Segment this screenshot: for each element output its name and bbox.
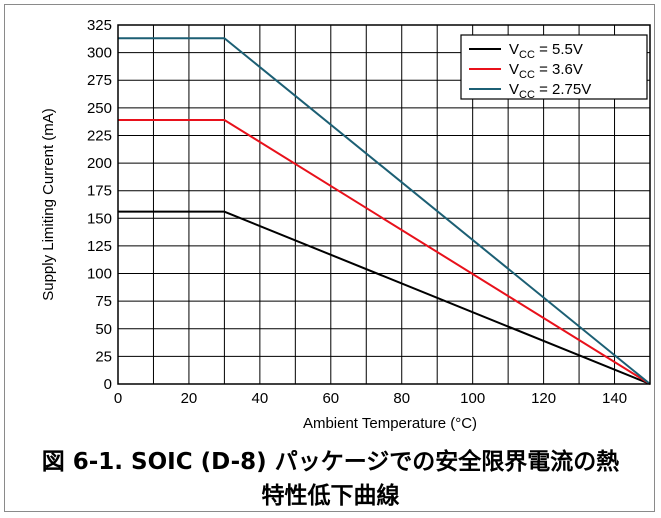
series-line-1	[118, 210, 651, 385]
x-tick-labels: 0 20 40 60 80 100 120 140	[114, 390, 627, 407]
legend-subscript: CC	[519, 49, 535, 61]
y-tick-label: 275	[87, 72, 112, 89]
x-tick-label: 80	[393, 390, 410, 407]
legend-entry: VCC = 2.75V	[509, 81, 591, 101]
y-tick-label: 150	[87, 210, 112, 227]
series-line-3	[118, 37, 651, 385]
chart: 0 25 50 75 100 125 150 175 200 225 250 275 300 325 0 2…	[40, 17, 651, 432]
y-tick-label: 325	[87, 17, 112, 34]
x-tick-label: 40	[252, 390, 269, 407]
legend-entry: VCC = 3.6V	[509, 61, 583, 81]
x-tick-label: 60	[322, 390, 339, 407]
x-tick-label: 0	[114, 390, 122, 407]
legend-subscript: CC	[519, 69, 535, 81]
plot-border	[117, 24, 651, 385]
figure-frame: 0 25 50 75 100 125 150 175 200 225 250 275 300 325 0 2…	[4, 4, 655, 512]
legend-v: V	[509, 41, 519, 58]
legend-v: V	[509, 61, 519, 78]
caption-line-1: 図 6-1. SOIC (D-8) パッケージでの安全限界電流の熱	[41, 449, 620, 475]
legend-box	[460, 34, 648, 100]
x-tick-label: 140	[602, 390, 627, 407]
legend-subscript: CC	[519, 89, 535, 101]
legend-entry: VCC = 5.5V	[509, 41, 583, 61]
y-tick-label: 300	[87, 45, 112, 62]
x-axis-label: Ambient Temperature (°C)	[303, 415, 477, 432]
legend-value: = 2.75V	[535, 81, 591, 98]
y-tick-label: 175	[87, 183, 112, 200]
y-tick-label: 100	[87, 266, 112, 283]
y-tick-label: 125	[87, 238, 112, 255]
y-tick-label: 75	[95, 293, 112, 310]
y-axis-label: Supply Limiting Current (mA)	[40, 108, 57, 301]
y-tick-labels: 0 25 50 75 100 125 150 175 200 225 250 275 300 325	[87, 17, 112, 393]
legend-v: V	[509, 81, 519, 98]
x-tick-label: 100	[460, 390, 485, 407]
legend-value: = 3.6V	[535, 61, 583, 78]
y-tick-label: 0	[104, 376, 112, 393]
figure-caption: 図 6-1. SOIC (D-8) パッケージでの安全限界電流の熱 特性低下曲線	[5, 445, 656, 513]
y-tick-label: 225	[87, 127, 112, 144]
y-tick-label: 50	[95, 321, 112, 338]
legend-value: = 5.5V	[535, 41, 583, 58]
y-tick-label: 25	[95, 348, 112, 365]
x-tick-label: 120	[531, 390, 556, 407]
y-tick-label: 250	[87, 100, 112, 117]
y-tick-label: 200	[87, 155, 112, 172]
x-tick-label: 20	[181, 390, 198, 407]
series-line-2	[118, 118, 651, 385]
caption-line-2: 特性低下曲線	[261, 483, 400, 509]
series-lines	[118, 37, 651, 385]
